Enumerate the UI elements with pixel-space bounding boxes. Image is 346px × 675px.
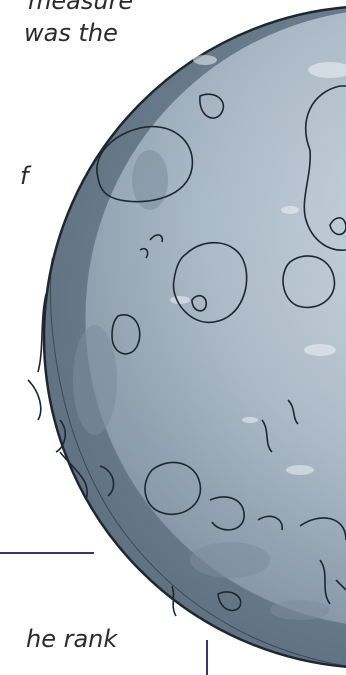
frame-line-horizontal <box>0 552 94 554</box>
moon-edge-detail <box>50 257 346 667</box>
crater-outlines <box>27 85 346 617</box>
body-text-line-3: f <box>20 162 29 190</box>
frame-line-vertical <box>206 640 208 675</box>
body-text-line-1: measure <box>28 0 134 15</box>
body-text-line-2: was the <box>24 19 118 47</box>
moon-shadows <box>73 150 330 620</box>
body-text-line-4: he rank <box>26 625 118 653</box>
moon-texture <box>170 55 346 475</box>
